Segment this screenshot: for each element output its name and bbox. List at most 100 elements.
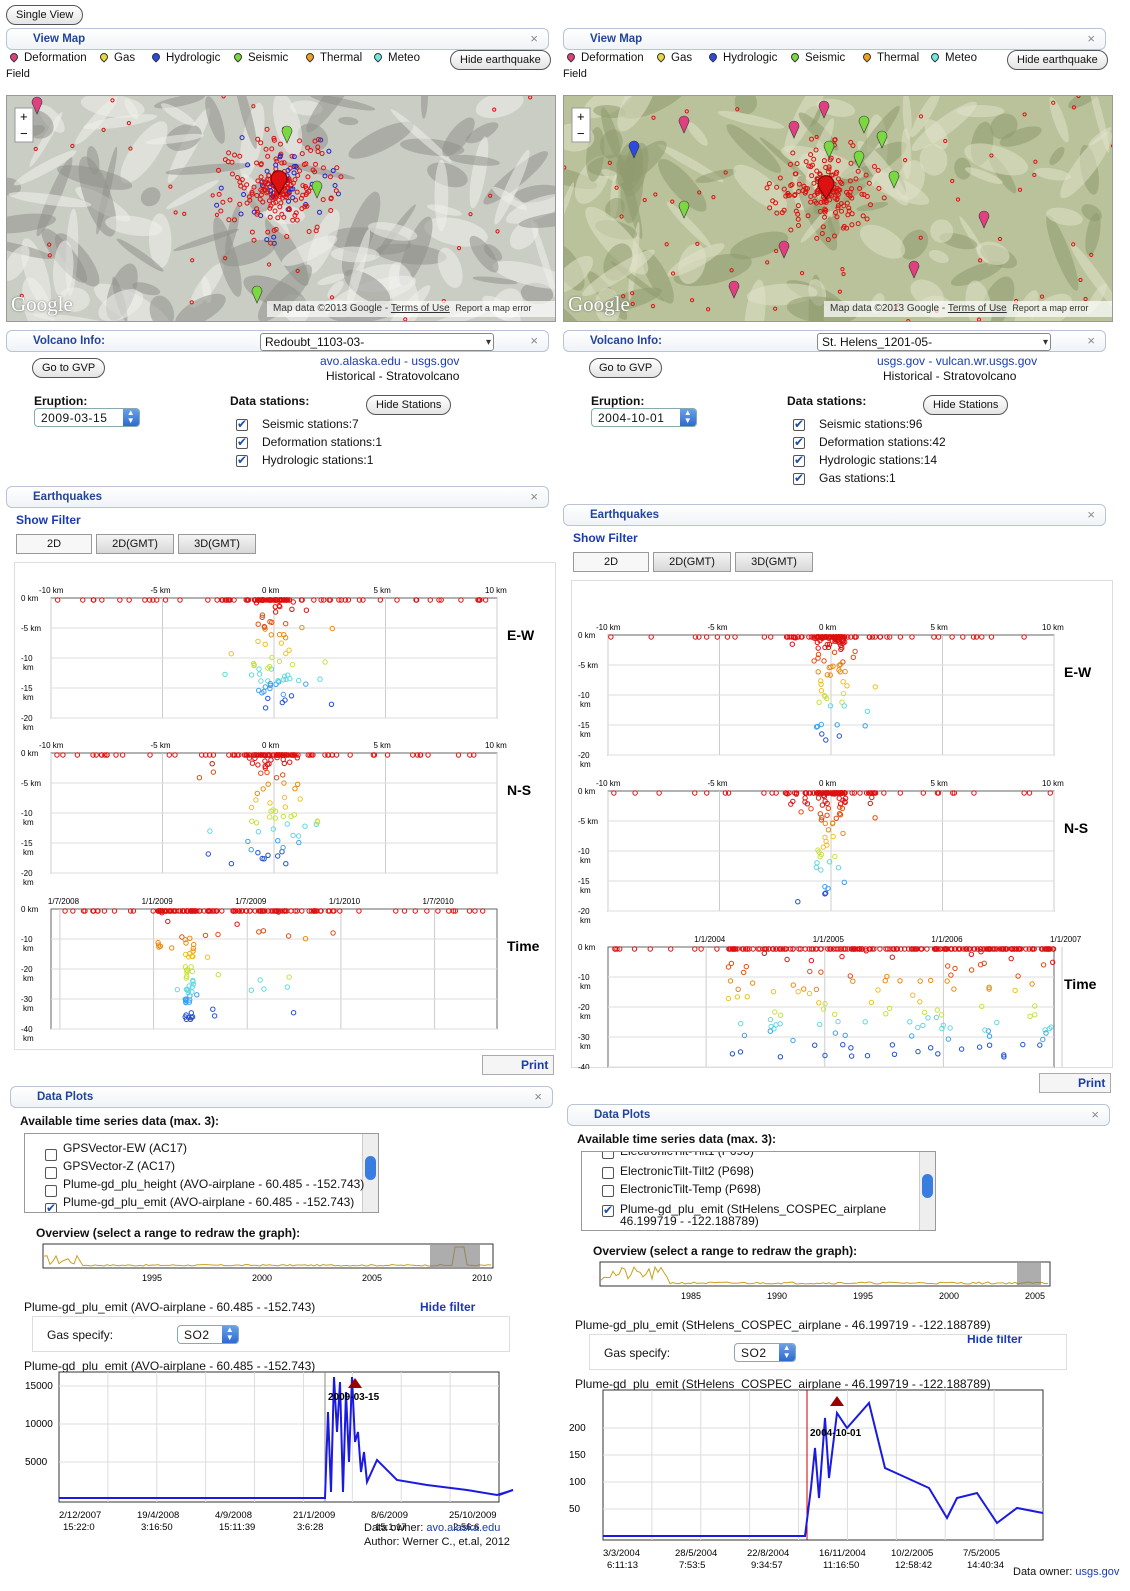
series-item[interactable]: Plume-gd_plu_emit (StHelens_COSPEC_airpl… — [620, 1202, 887, 1216]
spinner-arrows-icon[interactable]: ▲ ▼ — [779, 1344, 795, 1361]
overview-canvas[interactable]: 1985 1990 1995 2000 2005 — [599, 1261, 1051, 1305]
hide-earthquake-button[interactable]: Hide earthquake — [1007, 50, 1108, 70]
report-error-link[interactable]: Report a map error — [1012, 303, 1089, 313]
spinner-arrows-icon[interactable]: ▲ ▼ — [680, 409, 696, 426]
legend-hydrologic[interactable]: Hydrologic — [148, 51, 220, 64]
scroll-thumb[interactable] — [365, 1156, 376, 1180]
hide-stations-button[interactable]: Hide Stations — [923, 395, 1009, 415]
series-item[interactable]: GPSVector-EW (AC17) — [63, 1141, 188, 1155]
series-checkbox[interactable] — [45, 1201, 57, 1212]
go-to-gvp-button[interactable]: Go to GVP — [32, 358, 106, 378]
legend-deformation[interactable]: Deformation — [6, 51, 87, 64]
listbox-scrollbar[interactable] — [362, 1134, 378, 1212]
spinner-arrows-icon[interactable]: ▲ ▼ — [222, 1326, 238, 1343]
series-item[interactable]: Plume-gd_plu_height (AVO-airplane - 60.4… — [63, 1177, 365, 1191]
legend-gas[interactable]: Gas — [96, 51, 135, 64]
emission-plot[interactable]: 200 150 100 50 2004-10-01 3/3/2004 6:11:13 28/5… — [563, 1388, 1119, 1588]
series-checkbox[interactable] — [602, 1167, 614, 1179]
left-terrain-map[interactable]: + − Google Map data ©2013 Google - Terms of… — [6, 95, 556, 322]
station-checkbox[interactable] — [793, 471, 805, 485]
right-terrain-map[interactable]: + − Google Map data ©2013 Google - Terms of… — [563, 95, 1113, 322]
emission-canvas[interactable]: 15000 10000 5000 2009-03-15 2/12/200715:22:0… — [14, 1370, 514, 1550]
show-filter-link[interactable]: Show Filter — [573, 531, 638, 545]
station-checkbox[interactable] — [793, 453, 805, 467]
close-icon[interactable]: × — [534, 1089, 542, 1104]
go-to-gvp-button[interactable]: Go to GVP — [589, 358, 663, 378]
series-item[interactable]: ElectronicTilt-Tilt1 (P698) — [620, 1151, 754, 1158]
close-icon[interactable]: × — [1091, 1107, 1099, 1122]
close-icon[interactable]: × — [1087, 507, 1095, 522]
volcano-links[interactable]: avo.alaska.edu - usgs.gov — [320, 354, 460, 368]
overview-graph[interactable]: 1985 1990 1995 2000 2005 — [599, 1261, 1051, 1305]
series-item[interactable]: GPSVector-Z (AC17) — [63, 1159, 176, 1173]
owner-link[interactable]: avo.alaska.edu — [426, 1522, 501, 1534]
terms-link[interactable]: Terms of Use — [390, 303, 450, 314]
station-checkbox[interactable] — [236, 435, 248, 449]
station-checkbox[interactable] — [793, 417, 805, 431]
spinner-arrows-icon[interactable]: ▲ ▼ — [123, 409, 139, 426]
listbox-scrollbar[interactable] — [919, 1152, 935, 1230]
tab-2d[interactable]: 2D — [573, 552, 649, 572]
legend-gas[interactable]: Gas — [653, 51, 692, 64]
close-icon[interactable]: × — [530, 333, 538, 348]
owner-link[interactable]: usgs.gov — [1075, 1566, 1120, 1578]
terms-link[interactable]: Terms of Use — [947, 303, 1007, 314]
station-checkbox[interactable] — [793, 435, 805, 449]
hide-stations-button[interactable]: Hide Stations — [366, 395, 452, 415]
tab-2dgmt[interactable]: 2D(GMT) — [96, 534, 174, 554]
station-checkbox[interactable] — [236, 417, 248, 431]
svg-text:8/6/2009: 8/6/2009 — [371, 1510, 408, 1521]
series-checkbox[interactable] — [45, 1167, 57, 1179]
eruption-date-spinner[interactable]: 2004-10-01 ▲ ▼ — [591, 408, 697, 427]
scroll-thumb[interactable] — [922, 1174, 933, 1198]
legend-thermal[interactable]: Thermal — [302, 51, 362, 64]
series-listbox[interactable]: GPSVector-EW (AC17) GPSVector-Z (AC17) Plu… — [24, 1133, 379, 1213]
legend-seismic[interactable]: Seismic — [230, 51, 288, 64]
legend-seismic[interactable]: Seismic — [787, 51, 845, 64]
close-icon[interactable]: × — [530, 489, 538, 504]
series-item[interactable]: ElectronicTilt-Temp (P698) — [620, 1182, 761, 1196]
hide-filter-link[interactable]: Hide filter — [967, 1332, 1023, 1346]
map-canvas[interactable]: +− — [564, 96, 1113, 322]
map-canvas[interactable]: +− — [7, 96, 556, 322]
legend-thermal[interactable]: Thermal — [859, 51, 919, 64]
emission-plot[interactable]: 15000 10000 5000 2009-03-15 2/12/2007 15:22:0… — [14, 1370, 514, 1550]
tab-3dgmt[interactable]: 3D(GMT) — [735, 552, 813, 572]
gas-select[interactable]: SO2 ▲ ▼ — [734, 1343, 796, 1362]
volcano-links[interactable]: usgs.gov - vulcan.wr.usgs.gov — [877, 354, 1038, 368]
hide-earthquake-button[interactable]: Hide earthquake — [450, 50, 551, 70]
legend-meteo[interactable]: Meteo — [927, 51, 977, 64]
series-checkbox[interactable] — [602, 1152, 614, 1159]
print-button[interactable]: Print — [1039, 1073, 1111, 1093]
overview-canvas[interactable]: 1995 2000 2005 2010 — [42, 1243, 494, 1287]
overview-graph[interactable]: 1995 2000 2005 2010 — [42, 1243, 494, 1287]
volcano-select[interactable]: Redoubt_1103-03- — [260, 333, 494, 351]
legend-hydrologic[interactable]: Hydrologic — [705, 51, 777, 64]
close-icon[interactable]: × — [1087, 31, 1095, 46]
tab-2dgmt[interactable]: 2D(GMT) — [653, 552, 731, 572]
volcano-select[interactable]: St. Helens_1201-05- — [817, 333, 1051, 351]
close-icon[interactable]: × — [530, 31, 538, 46]
tab-3dgmt[interactable]: 3D(GMT) — [178, 534, 256, 554]
series-checkbox[interactable] — [602, 1203, 614, 1217]
show-filter-link[interactable]: Show Filter — [16, 513, 81, 527]
legend-deformation[interactable]: Deformation — [563, 51, 644, 64]
series-checkbox[interactable] — [45, 1185, 57, 1197]
series-listbox[interactable]: ElectronicTilt-Tilt1 (P698) ElectronicTil… — [581, 1151, 936, 1231]
legend-meteo[interactable]: Meteo — [370, 51, 420, 64]
series-checkbox[interactable] — [45, 1149, 57, 1161]
tab-2d[interactable]: 2D — [16, 534, 92, 554]
hide-filter-link[interactable]: Hide filter — [420, 1300, 476, 1314]
series-item[interactable]: ElectronicTilt-Tilt2 (P698) — [620, 1164, 754, 1178]
report-error-link[interactable]: Report a map error — [455, 303, 532, 313]
eruption-date-spinner[interactable]: 2009-03-15 ▲ ▼ — [34, 408, 140, 427]
close-icon[interactable]: × — [1087, 333, 1095, 348]
series-item[interactable]: Plume-gd_plu_emit (AVO-airplane - 60.485… — [63, 1195, 355, 1209]
gas-select[interactable]: SO2 ▲ ▼ — [177, 1325, 239, 1344]
single-view-button[interactable]: Single View — [6, 5, 84, 25]
svg-text:−: − — [20, 126, 28, 141]
station-checkbox[interactable] — [236, 453, 248, 467]
print-button[interactable]: Print — [482, 1055, 554, 1075]
series-checkbox[interactable] — [602, 1185, 614, 1197]
